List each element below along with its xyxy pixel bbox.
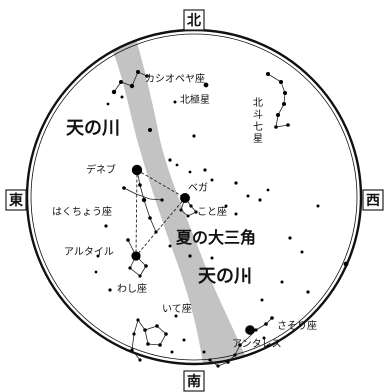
direction-west: 西 bbox=[362, 189, 384, 211]
label-deneb: デネブ bbox=[86, 163, 116, 176]
milky-way-band bbox=[98, 30, 255, 364]
label-antares: アンタレス bbox=[232, 338, 282, 350]
label-lyra: こと座 bbox=[197, 205, 227, 218]
label-vega: ベガ bbox=[188, 182, 208, 194]
label-aquila: わし座 bbox=[117, 282, 147, 295]
direction-west-label: 西 bbox=[366, 193, 380, 209]
sagittarius-lines bbox=[131, 319, 167, 361]
label-polaris: 北極星 bbox=[180, 93, 210, 106]
star-altair bbox=[131, 251, 141, 261]
label-big-dipper-char-4: 星 bbox=[253, 133, 263, 145]
star-field bbox=[94, 70, 349, 368]
direction-south: 南 bbox=[183, 370, 205, 392]
summer-triangle-lines bbox=[135, 169, 186, 258]
star-polaris bbox=[203, 82, 209, 88]
lyra-lines bbox=[180, 197, 197, 217]
label-scorpius: さそり座 bbox=[277, 319, 317, 332]
label-big-dipper-char-1: 北 bbox=[253, 97, 263, 109]
direction-east: 東 bbox=[5, 189, 27, 211]
horizon-ring-inner bbox=[30, 33, 358, 361]
direction-north: 北 bbox=[183, 9, 205, 31]
label-cygnus: はくちょう座 bbox=[52, 205, 112, 218]
label-sagittarius: いて座 bbox=[162, 302, 192, 315]
direction-north-label: 北 bbox=[187, 13, 201, 29]
star-deneb bbox=[131, 164, 143, 176]
star-vega bbox=[180, 193, 190, 203]
star-antares bbox=[245, 325, 255, 335]
direction-south-label: 南 bbox=[187, 373, 201, 390]
label-cassiopeia: カシオペヤ座 bbox=[145, 72, 205, 85]
label-big-dipper-char-2: 斗 bbox=[253, 109, 263, 121]
direction-east-label: 東 bbox=[9, 192, 23, 209]
label-milky-way-upper: 天の川 bbox=[66, 118, 120, 139]
label-summer-triangle: 夏の大三角 bbox=[175, 228, 256, 247]
label-big-dipper-char-3: 七 bbox=[253, 121, 263, 133]
label-milky-way-lower: 天の川 bbox=[198, 266, 252, 287]
label-altair: アルタイル bbox=[64, 246, 114, 258]
